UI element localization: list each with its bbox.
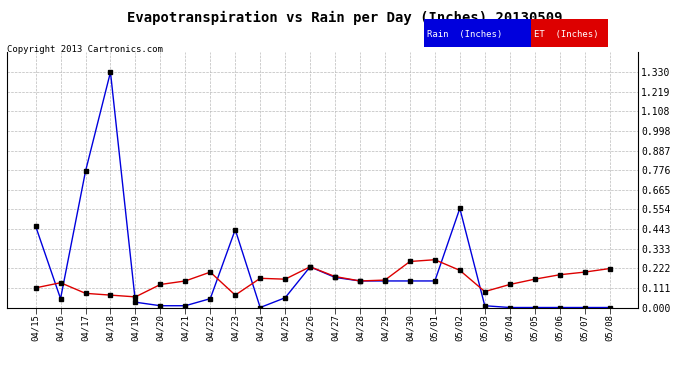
Text: Copyright 2013 Cartronics.com: Copyright 2013 Cartronics.com xyxy=(7,45,163,54)
Text: Evapotranspiration vs Rain per Day (Inches) 20130509: Evapotranspiration vs Rain per Day (Inch… xyxy=(127,11,563,26)
Text: Rain  (Inches): Rain (Inches) xyxy=(427,30,502,39)
Text: ET  (Inches): ET (Inches) xyxy=(534,30,598,39)
